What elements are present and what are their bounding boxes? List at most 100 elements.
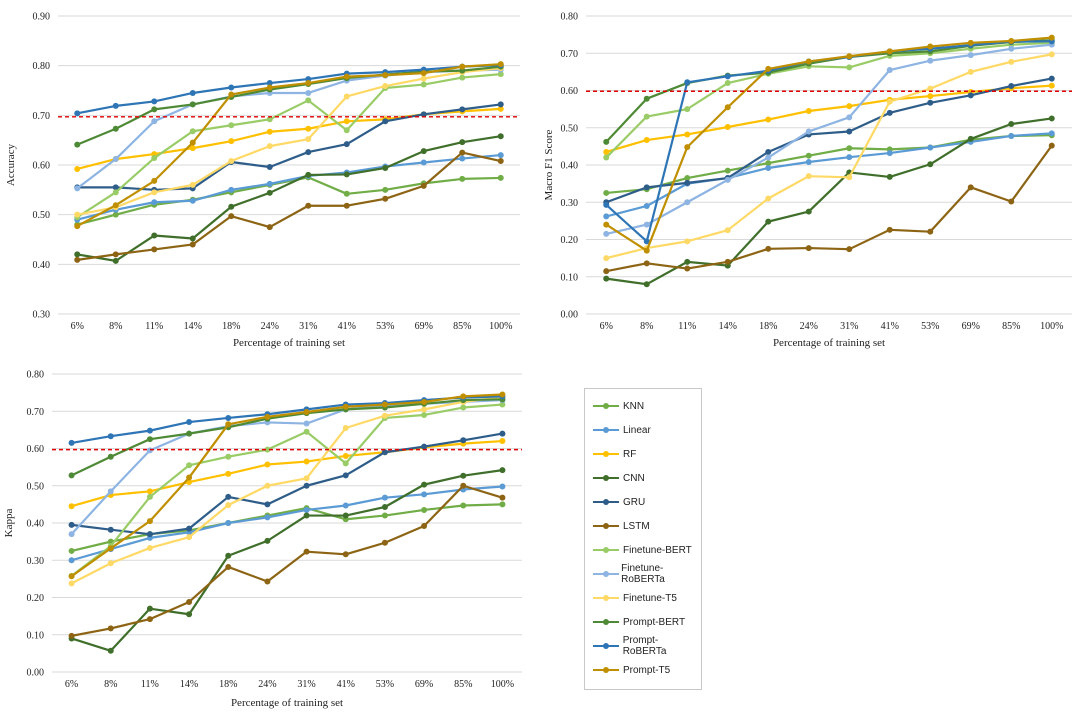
- data-point-linear: [266, 180, 273, 187]
- data-point-rf: [603, 148, 610, 155]
- series-line-knn: [606, 134, 1052, 195]
- data-point-finetune-t5: [303, 475, 310, 482]
- data-point-linear: [264, 514, 271, 521]
- data-point-rf: [228, 138, 235, 145]
- data-point-prompt-roberta: [225, 414, 232, 421]
- data-point-lstm: [303, 548, 310, 555]
- data-point-finetune-roberta: [684, 199, 691, 206]
- data-point-finetune-roberta: [68, 531, 75, 538]
- data-point-lstm: [603, 268, 610, 275]
- y-axis-label: Kappa: [3, 509, 15, 538]
- data-point-knn: [459, 175, 466, 182]
- y-tick-label: 0.30: [27, 556, 45, 567]
- data-point-finetune-roberta: [643, 221, 650, 228]
- data-point-knn: [805, 152, 812, 159]
- data-point-finetune-t5: [421, 406, 428, 413]
- data-point-finetune-bert: [420, 81, 427, 88]
- data-point-finetune-t5: [382, 83, 389, 90]
- legend-swatch: [593, 473, 619, 483]
- series-line-prompt-t5: [605, 36, 1052, 252]
- data-point-linear: [459, 155, 466, 162]
- data-point-lstm: [460, 482, 467, 489]
- data-point-prompt-t5: [264, 413, 271, 420]
- data-point-finetune-t5: [846, 174, 853, 181]
- data-point-lstm: [146, 616, 153, 623]
- data-point-gru: [1008, 83, 1015, 90]
- legend-item: Finetune-RoBERTa: [593, 563, 701, 585]
- y-tick-label: 0.10: [561, 272, 579, 283]
- data-point-linear: [497, 152, 504, 159]
- data-point-prompt-roberta: [68, 439, 75, 446]
- y-tick-label: 0.30: [33, 310, 51, 321]
- data-point-cnn: [266, 189, 273, 196]
- data-point-finetune-bert: [225, 453, 232, 460]
- data-point-prompt-t5: [186, 474, 193, 481]
- data-point-rf: [497, 105, 504, 112]
- data-point-knn: [112, 211, 119, 218]
- y-tick-label: 0.20: [27, 593, 45, 604]
- data-point-finetune-bert: [497, 71, 504, 78]
- data-point-finetune-t5: [1048, 51, 1055, 58]
- series-line-rf: [71, 439, 503, 508]
- data-point-prompt-roberta: [603, 201, 610, 208]
- data-point-prompt-roberta: [684, 79, 691, 86]
- data-point-finetune-bert: [112, 189, 119, 196]
- legend-swatch: [593, 617, 619, 627]
- x-tick-label: 24%: [258, 679, 276, 690]
- data-point-lstm: [112, 251, 119, 258]
- data-point-rf: [846, 103, 853, 110]
- data-point-linear: [643, 202, 650, 209]
- series-line-lstm: [71, 484, 503, 637]
- x-tick-label: 100%: [1040, 321, 1063, 332]
- data-point-finetune-roberta: [927, 57, 934, 64]
- data-point-finetune-t5: [305, 136, 312, 143]
- data-point-prompt-roberta: [228, 84, 235, 91]
- data-point-lstm: [967, 184, 974, 191]
- data-point-linear: [603, 213, 610, 220]
- data-point-finetune-t5: [765, 195, 772, 202]
- data-point-gru: [684, 179, 691, 186]
- data-point-prompt-t5: [927, 43, 934, 50]
- data-point-prompt-roberta: [107, 433, 114, 440]
- data-point-prompt-t5: [112, 202, 119, 209]
- series-line-finetune-t5: [77, 67, 501, 216]
- series-line-finetune-t5: [605, 53, 1052, 260]
- data-point-lstm: [420, 182, 427, 189]
- legend-label: KNN: [623, 400, 645, 412]
- data-point-finetune-roberta: [603, 230, 610, 237]
- data-point-knn: [343, 190, 350, 197]
- data-point-finetune-t5: [603, 255, 610, 262]
- x-tick-label: 100%: [491, 679, 514, 690]
- data-point-finetune-bert: [724, 80, 731, 87]
- data-point-prompt-bert: [151, 106, 158, 113]
- data-point-linear: [765, 164, 772, 171]
- data-point-linear: [151, 199, 158, 206]
- data-point-gru: [112, 184, 119, 191]
- data-point-knn: [765, 160, 772, 167]
- data-point-prompt-t5: [303, 408, 310, 415]
- data-point-cnn: [420, 148, 427, 155]
- x-tick-label: 24%: [261, 321, 279, 332]
- data-point-finetune-roberta: [146, 447, 153, 454]
- data-point-finetune-bert: [846, 64, 853, 71]
- data-point-lstm: [684, 265, 691, 272]
- chart-legend: KNN Linear RF CNN GRU LSTM Finetune-BERT Finetu…: [584, 388, 702, 690]
- x-tick-label: 41%: [881, 321, 899, 332]
- x-tick-label: 6%: [600, 321, 613, 332]
- data-point-lstm: [886, 226, 893, 233]
- x-tick-label: 69%: [415, 321, 433, 332]
- x-axis-label: Percentage of training set: [773, 337, 885, 349]
- data-point-finetune-bert: [151, 155, 158, 162]
- data-point-lstm: [421, 522, 428, 529]
- x-tick-label: 8%: [109, 321, 122, 332]
- data-point-prompt-roberta: [189, 89, 196, 96]
- x-tick-label: 41%: [337, 679, 355, 690]
- data-point-lstm: [107, 625, 114, 632]
- data-point-rf: [684, 131, 691, 138]
- data-point-cnn: [765, 218, 772, 225]
- data-point-cnn: [967, 135, 974, 142]
- y-tick-label: 0.90: [33, 12, 51, 23]
- legend-swatch: [593, 641, 619, 651]
- data-point-finetune-bert: [603, 154, 610, 161]
- data-point-prompt-bert: [643, 95, 650, 102]
